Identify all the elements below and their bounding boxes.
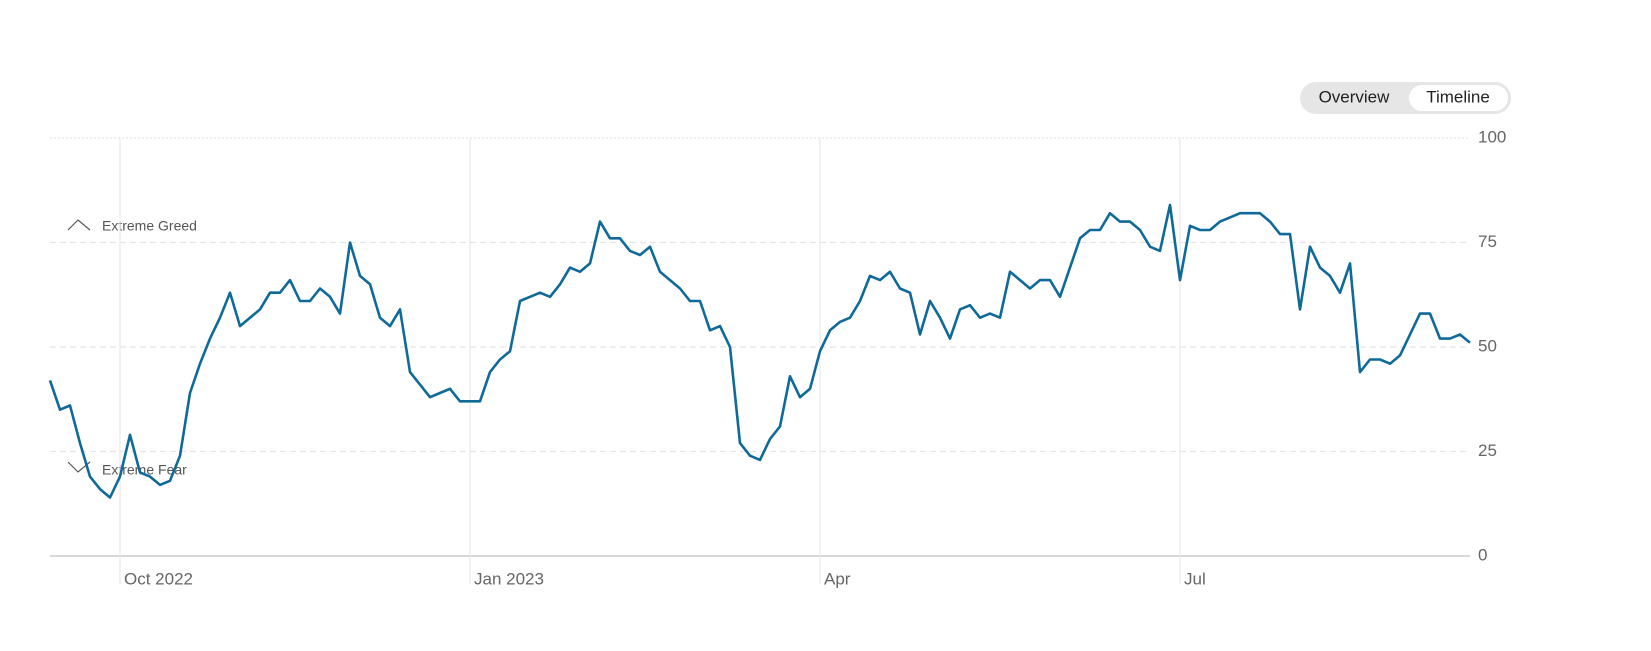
annotation: Extreme Greed xyxy=(102,218,197,234)
y-tick-label: 25 xyxy=(1478,441,1497,460)
y-tick-label: 100 xyxy=(1478,127,1506,146)
overview-button[interactable]: Overview xyxy=(1319,87,1391,106)
x-tick-label: Apr xyxy=(824,569,851,588)
x-tick-label: Oct 2022 xyxy=(124,569,193,588)
toggle-selected xyxy=(1409,85,1508,111)
greed-icon xyxy=(67,219,91,231)
timeline-button[interactable]: Timeline xyxy=(1426,87,1490,106)
line xyxy=(48,203,1471,499)
y-tick-label: 0 xyxy=(1478,545,1487,564)
y-tick-label: 75 xyxy=(1478,232,1497,251)
x-tick-label: Jan 2023 xyxy=(474,569,544,588)
y-tick-label: 50 xyxy=(1478,336,1497,355)
x-tick-label: Jul xyxy=(1184,569,1206,588)
